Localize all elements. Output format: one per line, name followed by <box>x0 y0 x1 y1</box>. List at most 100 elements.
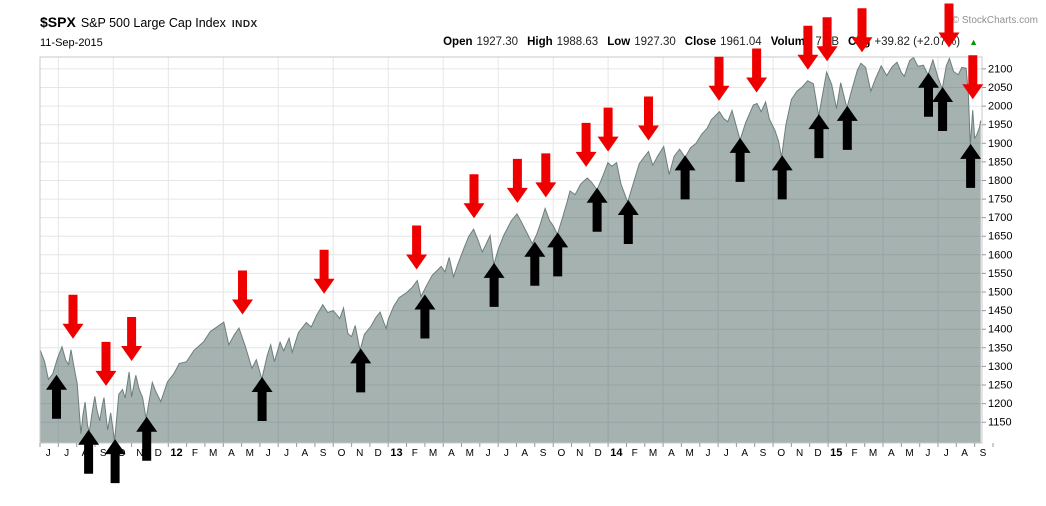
x-axis-month-label: F <box>852 448 858 459</box>
x-axis-month-label: D <box>594 448 601 459</box>
y-axis-price-label: 1550 <box>988 268 1012 280</box>
x-axis-month-label: M <box>429 448 437 459</box>
buy-signal-arrow <box>932 87 954 131</box>
y-axis-price-label: 1200 <box>988 398 1012 410</box>
x-axis-month-label: A <box>448 448 455 459</box>
sell-signal-arrow <box>938 3 960 48</box>
x-axis-month-label: A <box>961 448 968 459</box>
buy-signal-arrow <box>104 439 126 484</box>
quote-label: Volume <box>770 36 812 48</box>
x-axis-month-label: F <box>412 448 418 459</box>
x-axis-year-label: 14 <box>610 447 623 459</box>
sell-signal-arrow <box>597 107 619 152</box>
x-axis-month-label: S <box>100 448 107 459</box>
x-axis-month-label: N <box>796 448 803 459</box>
quote-label: High <box>527 36 553 48</box>
chart-date: 11-Sep-2015 <box>40 37 103 49</box>
sell-signal-arrow <box>121 317 143 361</box>
sell-signal-arrow <box>746 48 768 93</box>
buy-signal-arrow <box>350 348 372 393</box>
price-up-triangle-icon: ▲ <box>969 37 978 47</box>
quote-value: 1961.04 <box>720 36 762 48</box>
buy-signal-arrow <box>617 200 639 244</box>
buy-signal-arrow <box>729 137 751 182</box>
x-axis-month-label: J <box>486 448 491 459</box>
y-axis-price-label: 1450 <box>988 305 1012 317</box>
x-axis-month-label: M <box>905 448 913 459</box>
x-axis-month-label: D <box>374 448 381 459</box>
x-axis-month-label: J <box>266 448 271 459</box>
x-axis-month-label: N <box>356 448 363 459</box>
x-axis-month-label: F <box>192 448 198 459</box>
x-axis-month-label: D <box>814 448 821 459</box>
buy-signal-arrow <box>78 429 100 474</box>
sell-signal-arrow <box>463 174 485 219</box>
quote-value: 1927.30 <box>476 36 519 48</box>
x-axis-month-label: J <box>284 448 289 459</box>
x-axis-month-label: D <box>155 448 162 459</box>
quote-label: Open <box>443 36 473 48</box>
sell-signal-arrow <box>95 341 117 386</box>
y-axis-price-label: 1900 <box>988 138 1012 150</box>
x-axis-month-label: O <box>777 448 785 459</box>
x-axis-month-label: M <box>209 448 217 459</box>
buy-signal-arrow <box>960 143 982 188</box>
y-axis-price-label: 2000 <box>988 101 1012 113</box>
y-axis-price-label: 1850 <box>988 156 1012 168</box>
buy-signal-arrow <box>483 262 505 307</box>
x-axis-month-label: O <box>338 448 346 459</box>
sell-signal-arrow <box>232 270 253 315</box>
sell-signal-arrow <box>962 55 984 100</box>
x-axis-month-label: S <box>980 448 987 459</box>
ticker-symbol: $SPX <box>40 14 76 30</box>
y-axis-price-label: 1250 <box>988 380 1012 392</box>
quote-value: 1927.30 <box>634 36 676 48</box>
x-axis-year-label: 15 <box>830 447 842 459</box>
buy-signal-arrow <box>586 187 608 232</box>
sell-signal-arrow <box>313 249 335 294</box>
x-axis-month-label: A <box>668 448 675 459</box>
x-axis-month-label: A <box>301 448 308 459</box>
sell-signal-arrow <box>816 17 838 62</box>
quote-label: Low <box>607 36 631 48</box>
x-axis-month-label: N <box>136 448 143 459</box>
plot-frame <box>39 56 983 444</box>
x-axis-month-label: S <box>760 448 767 459</box>
buy-signal-arrow <box>547 232 569 277</box>
sell-signal-arrow <box>506 158 528 203</box>
x-axis-month-label: A <box>521 448 528 459</box>
buy-signal-arrow <box>524 241 546 286</box>
sell-signal-arrow <box>708 56 730 101</box>
x-axis-month-label: M <box>686 448 694 459</box>
buy-signal-arrow <box>918 72 939 117</box>
x-axis-month-label: S <box>540 448 547 459</box>
y-axis-price-label: 1800 <box>988 175 1012 187</box>
index-name: S&P 500 Large Cap Index <box>80 16 226 30</box>
x-axis-month-label: O <box>558 448 566 459</box>
x-axis-month-label: A <box>888 448 895 459</box>
sell-signal-arrow <box>575 122 597 167</box>
quote-value: +39.82 (+2.07%) <box>874 36 961 48</box>
sell-signal-arrow <box>797 25 819 70</box>
x-axis-month-label: A <box>741 448 748 459</box>
x-axis-month-label: M <box>649 448 657 459</box>
sell-signal-arrow <box>638 96 659 141</box>
y-axis-price-label: 1500 <box>988 287 1012 299</box>
sell-signal-arrow <box>851 8 873 53</box>
sell-signal-arrow <box>62 294 84 339</box>
x-axis-year-label: 12 <box>170 447 182 459</box>
x-axis-month-label: M <box>466 448 474 459</box>
buy-signal-arrow <box>836 105 858 150</box>
price-line <box>39 56 982 442</box>
x-axis-month-label: N <box>576 448 583 459</box>
y-axis-price-label: 1300 <box>988 361 1012 373</box>
y-axis-price-label: 1750 <box>988 194 1012 206</box>
x-axis-month-label: J <box>504 448 509 459</box>
y-axis-price-label: 1150 <box>988 417 1012 429</box>
buy-signal-arrow <box>771 155 793 200</box>
x-axis-month-label: A <box>228 448 235 459</box>
buy-signal-arrow <box>136 416 158 461</box>
x-axis-month-label: M <box>246 448 254 459</box>
sell-signal-arrow <box>535 153 557 198</box>
chart-title: $SPX S&P 500 Large Cap Index INDX <box>40 14 258 32</box>
